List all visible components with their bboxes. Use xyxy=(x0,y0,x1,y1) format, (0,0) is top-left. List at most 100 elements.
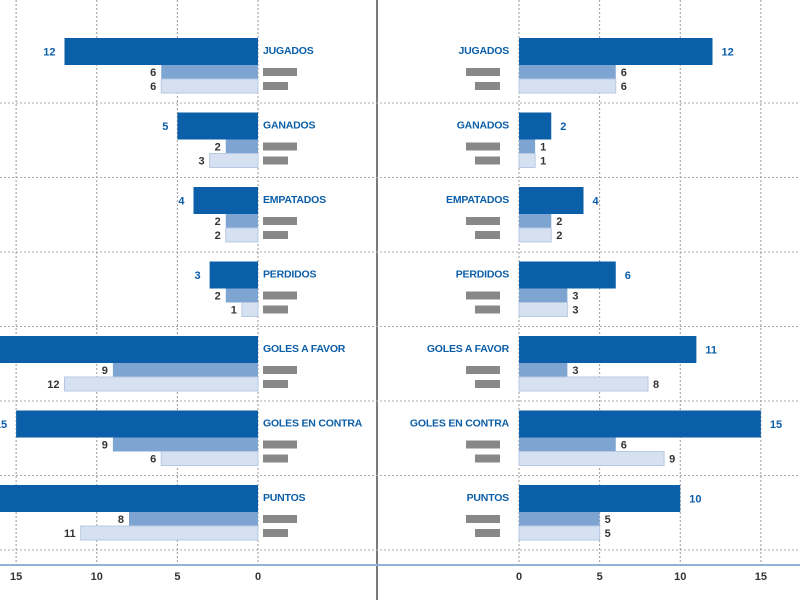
placeholder-bar xyxy=(263,454,288,463)
data-label: 6 xyxy=(150,453,156,465)
bar xyxy=(161,65,258,79)
data-label: 6 xyxy=(150,81,156,93)
placeholder-bar xyxy=(263,305,288,314)
bar xyxy=(519,112,552,140)
bar xyxy=(519,437,616,452)
data-label: 11 xyxy=(705,344,717,356)
placeholder-bar xyxy=(466,515,500,523)
bar xyxy=(519,38,713,65)
placeholder-bar xyxy=(263,156,288,165)
x-tick-label: 15 xyxy=(10,571,22,583)
placeholder-bar xyxy=(475,380,500,388)
data-label: 6 xyxy=(621,439,627,451)
placeholder-bar xyxy=(263,142,297,151)
data-label: 8 xyxy=(118,514,124,526)
data-label: 2 xyxy=(215,230,221,242)
bar xyxy=(518,451,665,466)
placeholder-bar xyxy=(466,142,500,151)
data-label: 12 xyxy=(43,46,55,58)
data-label: 15 xyxy=(770,419,782,431)
placeholder-bar xyxy=(263,217,297,225)
bar xyxy=(518,302,568,317)
bar xyxy=(519,288,568,303)
bar xyxy=(16,410,258,438)
data-label: 6 xyxy=(625,270,631,282)
bar xyxy=(160,78,259,94)
bar xyxy=(518,227,552,243)
bar xyxy=(519,261,616,289)
bar xyxy=(241,302,259,317)
data-label: 5 xyxy=(605,514,611,526)
bar xyxy=(209,261,258,289)
placeholder-bar xyxy=(263,231,288,239)
bar xyxy=(519,512,600,526)
placeholder-bar xyxy=(263,529,288,537)
x-tick-label: 5 xyxy=(597,571,603,583)
category-label: EMPATADOS xyxy=(446,194,509,206)
placeholder-bar xyxy=(475,82,500,90)
data-label: 9 xyxy=(669,453,675,465)
bar xyxy=(225,227,259,243)
data-label: 15 xyxy=(0,419,7,431)
bar xyxy=(0,336,258,363)
category-label: PUNTOS xyxy=(263,492,306,504)
bar xyxy=(519,336,697,363)
bar xyxy=(112,437,258,452)
bar xyxy=(518,153,536,168)
data-label: 1 xyxy=(540,141,546,153)
category-label: GOLES EN CONTRA xyxy=(410,417,510,429)
data-label: 2 xyxy=(560,121,566,133)
bar xyxy=(0,485,258,512)
bar xyxy=(518,78,617,94)
placeholder-bar xyxy=(263,380,288,388)
data-label: 3 xyxy=(195,270,201,282)
category-label: GOLES EN CONTRA xyxy=(263,417,363,429)
x-tick-label: 0 xyxy=(516,571,522,583)
bar xyxy=(64,376,259,392)
bar xyxy=(518,376,649,392)
bar xyxy=(519,363,568,377)
bar xyxy=(519,410,761,438)
bar xyxy=(519,65,616,79)
bar xyxy=(129,512,258,526)
data-label: 5 xyxy=(605,528,611,540)
data-label: 1 xyxy=(231,304,237,316)
data-label: 2 xyxy=(556,230,562,242)
data-label: 4 xyxy=(178,195,185,207)
bar xyxy=(112,363,258,377)
x-tick-label: 15 xyxy=(755,571,767,583)
data-label: 8 xyxy=(653,379,659,391)
data-label: 12 xyxy=(47,379,59,391)
data-label: 4 xyxy=(593,195,600,207)
category-label: PERDIDOS xyxy=(263,268,316,280)
bar xyxy=(519,187,584,214)
bar xyxy=(519,214,552,228)
placeholder-bar xyxy=(475,231,500,239)
bar xyxy=(160,451,259,466)
x-tick-label: 10 xyxy=(674,571,686,583)
bar xyxy=(225,214,258,228)
category-label: GOLES A FAVOR xyxy=(427,343,510,355)
data-label: 9 xyxy=(102,365,108,377)
bar xyxy=(519,485,681,512)
bar xyxy=(177,112,258,140)
category-label: GOLES A FAVOR xyxy=(263,343,346,355)
x-tick-label: 0 xyxy=(255,571,261,583)
bar xyxy=(193,187,258,214)
data-label: 5 xyxy=(162,121,168,133)
placeholder-bar xyxy=(263,82,288,90)
placeholder-bar xyxy=(466,68,500,76)
bar xyxy=(80,525,259,541)
placeholder-bar xyxy=(475,529,500,537)
bar xyxy=(519,139,536,154)
category-label: EMPATADOS xyxy=(263,194,326,206)
bar xyxy=(225,139,258,154)
category-label: JUGADOS xyxy=(263,45,314,57)
bar xyxy=(225,288,258,303)
placeholder-bar xyxy=(475,156,500,165)
data-label: 11 xyxy=(64,528,76,540)
placeholder-bar xyxy=(263,440,297,449)
category-label: PUNTOS xyxy=(467,492,510,504)
data-label: 3 xyxy=(572,365,578,377)
